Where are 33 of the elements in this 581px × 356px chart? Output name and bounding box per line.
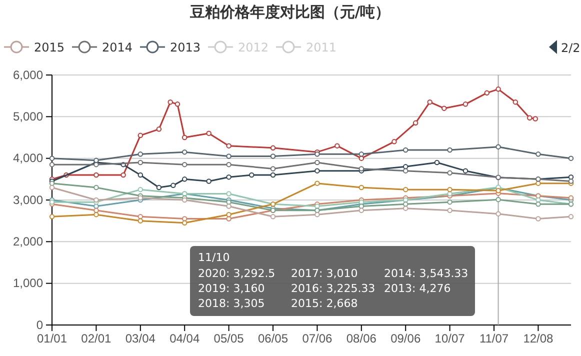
x-tick-label: 09/06 <box>390 332 421 346</box>
y-tick-label: 2,000 <box>12 234 44 249</box>
x-tick-label: 11/07 <box>479 332 509 346</box>
y-tick-label: 1,000 <box>12 276 44 290</box>
annotation: 2017: 3,010 <box>291 267 358 280</box>
y-tick-label: 4,000 <box>12 151 44 166</box>
annotation: 2015: 2,668 <box>291 297 358 310</box>
x-tick-label: 02/01 <box>81 332 112 346</box>
annotation: 2014: 3,543.33 <box>384 267 468 280</box>
annotation: 2019: 3,160 <box>198 282 265 295</box>
annotation: 2013: 4,276 <box>384 282 451 295</box>
x-tick-label: 03/04 <box>125 332 156 346</box>
y-tick-label: 0 <box>36 318 44 332</box>
y-tick-label: 6,000 <box>12 68 44 82</box>
annotation: 2018: 3,305 <box>198 297 265 310</box>
y-tick-label: 5,000 <box>12 110 44 124</box>
x-tick-label: 12/08 <box>523 332 554 346</box>
text: 2/2 <box>561 41 580 55</box>
legend-label: 2014 <box>102 40 133 54</box>
y-tick-label: 3,000 <box>12 192 44 207</box>
x-tick-label: 06/05 <box>258 332 288 346</box>
x-tick-label: 01/01 <box>36 332 68 346</box>
x-tick-label: 08/06 <box>346 332 377 346</box>
annotation: 2020: 3,292.5 <box>198 267 276 280</box>
chart-title: 豆粕价格年度对比图（元/吨） <box>188 3 390 21</box>
x-tick-label: 10/07 <box>434 332 466 346</box>
x-tick-label: 07/06 <box>302 332 333 346</box>
legend-label: 2013 <box>170 40 201 54</box>
legend-label: 2015 <box>34 40 65 54</box>
x-tick-label: 04/04 <box>170 332 200 346</box>
x-tick-label: 05/05 <box>214 332 244 346</box>
annotation: 11/10 <box>198 251 230 264</box>
annotation: 2016: 3,225.33 <box>291 282 376 295</box>
